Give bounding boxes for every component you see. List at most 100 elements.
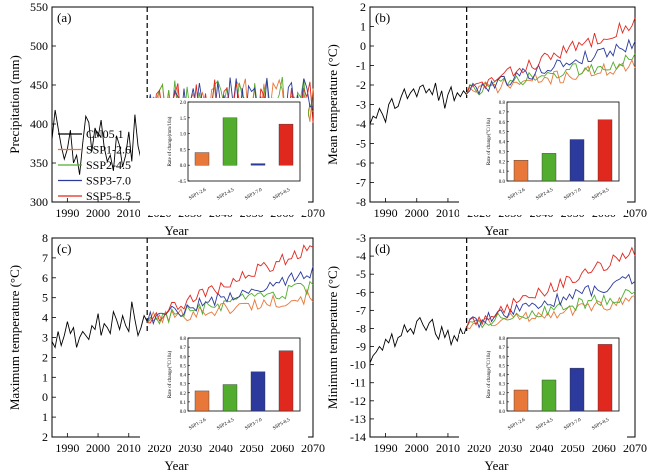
y-tick-label: 3 bbox=[42, 331, 48, 345]
x-tick-label: 1990 bbox=[55, 206, 79, 220]
inset-bar-ssp3-7-0 bbox=[569, 367, 585, 412]
y-axis-label: Precipitation (mm) bbox=[7, 55, 22, 154]
series-line-cn05-1 bbox=[51, 301, 148, 349]
y-tick-label: -3 bbox=[356, 98, 366, 112]
panel-b: -8-7-6-5-4-3-2-1012199020002010202020302… bbox=[325, 0, 647, 238]
y-tick-label: -8 bbox=[356, 321, 366, 335]
panel-label: (b) bbox=[375, 10, 390, 25]
y-tick-label: 8 bbox=[42, 231, 48, 245]
y-axis-label: Mean temperature (°C) bbox=[325, 44, 340, 165]
y-tick-label: 1 bbox=[42, 410, 48, 424]
inset-y-tick-label: 0.6 bbox=[499, 355, 506, 360]
x-axis-label: Year bbox=[165, 458, 190, 473]
series-line-ssp3-7-0 bbox=[466, 273, 636, 329]
inset-bar-ssp3-7-0 bbox=[569, 139, 585, 182]
inset-bar-ssp2-4-5 bbox=[541, 379, 557, 412]
x-tick-label: 1990 bbox=[55, 441, 79, 455]
inset-y-tick-label: 0.4 bbox=[499, 374, 506, 379]
inset-bar-chart: 0.0 0.1 0.2 0.3 0.4 0.5 0.6 0.7 0.8 Rate of chang… bbox=[459, 334, 627, 445]
inset-y-axis-label: Rate of change(mm/10a) bbox=[168, 116, 173, 166]
x-axis-label: Year bbox=[165, 223, 190, 238]
x-tick-label: 2000 bbox=[405, 441, 429, 455]
inset-bar-ssp2-4-5 bbox=[541, 153, 557, 182]
inset-bar-ssp2-4-5 bbox=[222, 117, 238, 166]
y-tick-label: -5 bbox=[356, 137, 366, 151]
x-axis-label: Year bbox=[485, 223, 510, 238]
panel-a: 3003504004505005501990200020102020203020… bbox=[7, 0, 325, 238]
x-tick-label: 1990 bbox=[374, 206, 398, 220]
inset-y-tick-label: 0.7 bbox=[180, 346, 187, 351]
inset-y-tick-label: 0.8 bbox=[499, 337, 506, 342]
y-tick-label: 0 bbox=[360, 39, 366, 53]
inset-y-tick-label: 0.1 bbox=[499, 401, 506, 406]
x-tick-label: 2010 bbox=[436, 206, 460, 220]
inset-y-tick-label: 0.0 bbox=[180, 164, 187, 169]
y-tick-label: 500 bbox=[30, 39, 48, 53]
series-line-cn05-1 bbox=[369, 82, 467, 125]
panel-label: (d) bbox=[375, 241, 390, 256]
y-tick-label: 7 bbox=[42, 251, 48, 265]
inset-y-tick-label: 0.0 bbox=[180, 410, 187, 415]
panel-label: (c) bbox=[57, 241, 71, 256]
inset-y-tick-label: 0.3 bbox=[180, 383, 187, 388]
inset-bar-ssp3-7-0 bbox=[250, 163, 266, 166]
y-tick-label: 300 bbox=[30, 195, 48, 209]
y-tick-label: 2 bbox=[42, 430, 48, 444]
inset-bar-ssp1-2-6 bbox=[194, 390, 210, 412]
inset-y-tick-label: 0.1 bbox=[180, 401, 187, 406]
inset-bar-chart: -0.5 0.0 0.5 1.0 1.5 2.0 Rate of change(mm/10a… bbox=[140, 98, 308, 215]
inset-y-tick-label: 0.2 bbox=[180, 392, 187, 397]
inset-y-tick-label: 0.0 bbox=[499, 410, 506, 415]
inset-y-tick-label: 0.5 bbox=[180, 148, 187, 153]
y-tick-label: 400 bbox=[30, 117, 48, 131]
series-line-ssp1-2-6 bbox=[466, 295, 636, 330]
x-tick-label: 2000 bbox=[86, 206, 110, 220]
inset-y-tick-label: 2.0 bbox=[180, 101, 187, 106]
panel-label: (a) bbox=[57, 10, 71, 25]
y-tick-label: -13 bbox=[350, 412, 366, 426]
inset-y-tick-label: 0.5 bbox=[499, 364, 506, 369]
inset-bar-chart: 0.0 0.1 0.2 0.3 0.4 0.5 0.6 0.7 0.8 Rate of chang… bbox=[459, 98, 627, 215]
inset-y-tick-label: 1.5 bbox=[180, 117, 187, 122]
inset-y-tick-label: 0.6 bbox=[499, 121, 506, 126]
inset-y-tick-label: 0.7 bbox=[499, 346, 506, 351]
y-tick-label: -8 bbox=[356, 195, 366, 209]
inset-y-tick-label: 0.0 bbox=[499, 180, 506, 185]
inset-y-tick-label: 0.5 bbox=[180, 364, 187, 369]
y-tick-label: -6 bbox=[356, 156, 366, 170]
x-tick-label: 2070 bbox=[623, 441, 647, 455]
inset-bar-chart: 0.0 0.1 0.2 0.3 0.4 0.5 0.6 0.7 0.8 Rate of chang… bbox=[140, 334, 308, 445]
y-tick-label: -7 bbox=[356, 303, 366, 317]
y-tick-label: -4 bbox=[356, 117, 366, 131]
series-line-ssp5-8-5 bbox=[147, 244, 314, 324]
inset-y-tick-label: 1.0 bbox=[180, 133, 187, 138]
legend-label: CN05.1 bbox=[86, 127, 124, 141]
y-tick-label: -2 bbox=[356, 78, 366, 92]
series-line-ssp3-7-0 bbox=[146, 266, 314, 326]
inset-y-tick-label: 0.8 bbox=[180, 337, 187, 342]
legend-label: SSP1-2.6 bbox=[86, 143, 131, 157]
inset-y-tick-label: 0.5 bbox=[499, 131, 506, 136]
inset-bar-ssp5-8-5 bbox=[278, 123, 294, 166]
inset-y-tick-label: 0.4 bbox=[499, 141, 506, 146]
inset-y-tick-label: 0.7 bbox=[499, 111, 506, 116]
y-axis-label: Maximum temperature (°C) bbox=[7, 265, 22, 410]
inset-y-axis-label: Rate of change(°C/10a) bbox=[487, 351, 492, 399]
legend-label: SSP2-4.5 bbox=[86, 158, 131, 172]
x-tick-label: 2010 bbox=[436, 441, 460, 455]
x-tick-label: 2000 bbox=[86, 441, 110, 455]
inset-y-tick-label: -0.5 bbox=[178, 180, 186, 185]
inset-y-axis-label: Rate of change(°C/10a) bbox=[487, 118, 492, 166]
inset-frame bbox=[187, 101, 301, 182]
y-tick-label: -5 bbox=[356, 267, 366, 281]
y-tick-label: 2 bbox=[360, 0, 366, 14]
y-tick-label: -10 bbox=[350, 358, 366, 372]
y-tick-label: -1 bbox=[356, 59, 366, 73]
inset-bar-ssp3-7-0 bbox=[250, 371, 266, 412]
y-axis-label: Minimum temperature (°C) bbox=[325, 266, 340, 409]
inset-y-tick-label: 0.3 bbox=[499, 383, 506, 388]
inset-bar-ssp1-2-6 bbox=[513, 160, 529, 182]
inset-bar-ssp5-8-5 bbox=[597, 344, 613, 412]
series-line-ssp3-7-0 bbox=[466, 38, 636, 95]
